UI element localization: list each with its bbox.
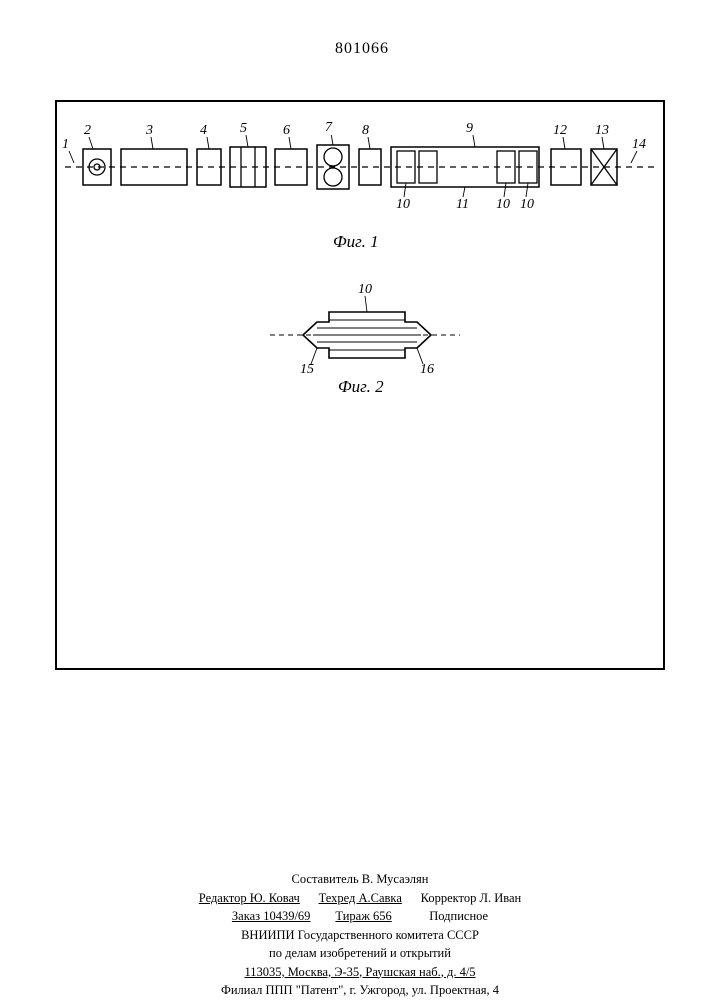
colophon-block: Составитель В. Мусаэлян Редактор Ю. Кова… xyxy=(90,870,630,1001)
colophon-row2: Редактор Ю. Ковач Техред А.Савка Коррект… xyxy=(90,890,630,908)
colophon-signed: Подписное xyxy=(429,909,488,923)
label-5: 5 xyxy=(240,121,247,137)
label-6: 6 xyxy=(283,123,290,139)
label-7: 7 xyxy=(325,120,332,136)
fig1-caption: Фиг. 1 xyxy=(333,232,379,252)
colophon-compiler: Составитель В. Мусаэлян xyxy=(90,871,630,889)
label-1: 1 xyxy=(62,137,69,153)
label-9: 9 xyxy=(466,121,473,137)
fig1-svg xyxy=(65,135,655,205)
colophon-org1: ВНИИПИ Государственного комитета СССР xyxy=(90,927,630,945)
label-14: 14 xyxy=(632,137,646,153)
label-10b: 10 xyxy=(496,197,510,213)
colophon-org2: по делам изобретений и открытий xyxy=(90,945,630,963)
label-12: 12 xyxy=(553,123,567,139)
colophon-addr1: 113035, Москва, Э-35, Раушская наб., д. … xyxy=(90,964,630,982)
colophon-editor: Редактор Ю. Ковач xyxy=(199,891,300,905)
page: 801066 xyxy=(0,0,707,1000)
colophon-addr2: Филиал ППП "Патент", г. Ужгород, ул. Про… xyxy=(90,982,630,1000)
label-10a: 10 xyxy=(396,197,410,213)
fig2-svg xyxy=(265,290,465,380)
label-13: 13 xyxy=(595,123,609,139)
label-11: 11 xyxy=(456,197,469,213)
colophon-order: Заказ 10439/69 xyxy=(232,909,311,923)
patent-number: 801066 xyxy=(335,40,389,58)
colophon-corrector: Корректор Л. Иван xyxy=(421,891,522,905)
fig2-caption: Фиг. 2 xyxy=(338,377,384,397)
colophon-tirage: Тираж 656 xyxy=(335,909,391,923)
label-4: 4 xyxy=(200,123,207,139)
colophon-techred: Техред А.Савка xyxy=(319,891,402,905)
label-3: 3 xyxy=(146,123,153,139)
label-10c: 10 xyxy=(520,197,534,213)
fig2-label-16: 16 xyxy=(420,362,434,378)
colophon-row3: Заказ 10439/69 Тираж 656 Подписное xyxy=(90,908,630,926)
label-2: 2 xyxy=(84,123,91,139)
label-8: 8 xyxy=(362,123,369,139)
fig2-label-15: 15 xyxy=(300,362,314,378)
fig2-label-10: 10 xyxy=(358,282,372,298)
